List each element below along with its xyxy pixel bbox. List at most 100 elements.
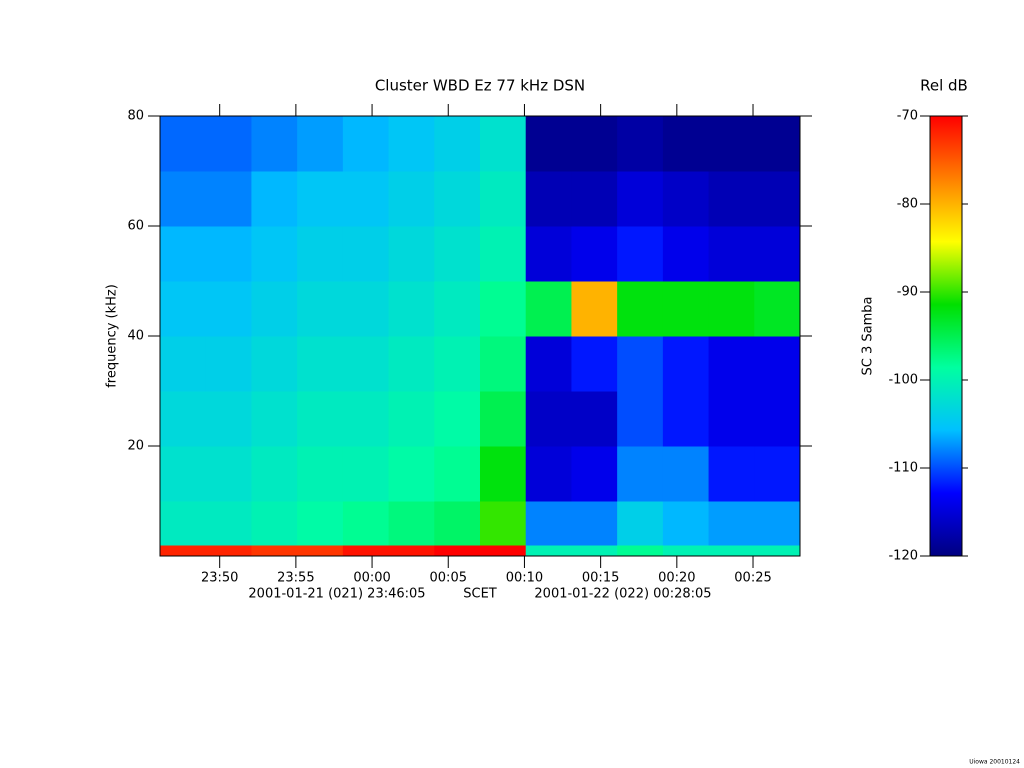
spectrogram-cell: [297, 545, 344, 557]
spectrogram-cell: [160, 336, 207, 392]
x-tick-label: 00:20: [658, 571, 695, 586]
spectrogram-cell: [571, 545, 618, 557]
spectrogram-cell: [388, 501, 435, 546]
spectrogram-cell: [571, 281, 618, 337]
colorbar-tick-label: -80: [897, 197, 918, 212]
x-tick-label: 00:00: [353, 571, 390, 586]
spectrogram-cell: [297, 501, 344, 546]
spectrogram-cell: [525, 281, 572, 337]
spectrogram-cell: [434, 501, 481, 546]
spectrogram-cell: [388, 171, 435, 227]
spectrogram-cell: [708, 281, 755, 337]
spectrogram-cell: [342, 116, 390, 172]
spectrogram-cell: [480, 501, 527, 546]
spectrogram-cell: [754, 391, 801, 447]
spectrogram-cell: [205, 171, 252, 227]
y-tick-label: 60: [127, 219, 144, 234]
spectrogram-cell: [160, 501, 207, 546]
spectrogram-cell: [662, 501, 710, 546]
colorbar-label: SC 3 Samba: [861, 297, 876, 376]
x-tick-label: 23:55: [277, 571, 314, 586]
spectrogram-cell: [205, 336, 252, 392]
spectrogram-cell: [480, 116, 527, 172]
spectrogram-cell: [525, 226, 572, 282]
spectrogram-cell: [251, 171, 298, 227]
spectrogram-cell: [617, 545, 664, 557]
spectrogram-cell: [160, 545, 207, 557]
spectrogram-cell: [388, 545, 435, 557]
spectrogram-cell: [708, 545, 755, 557]
spectrogram-cell: [708, 336, 755, 392]
spectrogram-cell: [205, 391, 252, 447]
spectrogram-cell: [662, 545, 710, 557]
spectrogram-cell: [617, 336, 664, 392]
spectrogram-cell: [708, 446, 755, 502]
y-tick-label: 80: [127, 109, 144, 124]
spectrogram-cell: [662, 171, 710, 227]
spectrogram-cell: [205, 446, 252, 502]
spectrogram-cell: [205, 281, 252, 337]
spectrogram-cell: [342, 171, 390, 227]
spectrogram-cell: [480, 171, 527, 227]
spectrogram-cell: [480, 336, 527, 392]
colorbar-tick-label: -100: [888, 373, 918, 388]
spectrogram-cell: [708, 501, 755, 546]
spectrogram-cell: [297, 446, 344, 502]
colorbar-tick-label: -70: [897, 109, 918, 124]
spectrogram-cell: [754, 116, 801, 172]
spectrogram-cell: [205, 226, 252, 282]
spectrogram-cell: [754, 501, 801, 546]
x-tick-label: 23:50: [201, 571, 238, 586]
x-tick-label: 00:05: [430, 571, 467, 586]
spectrogram-cell: [617, 501, 664, 546]
spectrogram-cell: [754, 281, 801, 337]
spectrogram-cell: [662, 446, 710, 502]
spectrogram-cell: [571, 171, 618, 227]
spectrogram-cell: [251, 116, 298, 172]
spectrogram-cell: [434, 171, 481, 227]
spectrogram-cell: [617, 281, 664, 337]
spectrogram-cell: [480, 281, 527, 337]
end-time: 2001-01-22 (022) 00:28:05: [534, 587, 711, 602]
spectrogram-cell: [571, 501, 618, 546]
spectrogram-cell: [251, 391, 298, 447]
spectrogram-cell: [388, 281, 435, 337]
spectrogram-cell: [662, 391, 710, 447]
spectrogram-cell: [251, 226, 298, 282]
spectrogram-cell: [571, 391, 618, 447]
spectrogram-cell: [708, 171, 755, 227]
spectrogram-cell: [754, 226, 801, 282]
x-axis-label: SCET: [463, 587, 497, 602]
chart-title: Cluster WBD Ez 77 kHz DSN: [375, 77, 585, 95]
spectrogram-cell: [205, 501, 252, 546]
spectrogram-cell: [617, 391, 664, 447]
spectrogram-cell: [708, 116, 755, 172]
spectrogram-cell: [160, 281, 207, 337]
spectrogram-cell: [525, 446, 572, 502]
spectrogram-cell: [434, 545, 481, 557]
spectrogram-cell: [617, 226, 664, 282]
spectrogram-cell: [342, 281, 390, 337]
y-tick-label: 40: [127, 329, 144, 344]
colorbar-tick-label: -120: [888, 549, 918, 564]
spectrogram-cell: [571, 336, 618, 392]
spectrogram-cell: [205, 545, 252, 557]
spectrogram-cell: [662, 336, 710, 392]
spectrogram-cell: [434, 226, 481, 282]
spectrogram-cell: [662, 116, 710, 172]
spectrogram-cell: [480, 226, 527, 282]
spectrogram-cell: [342, 336, 390, 392]
spectrogram-cell: [571, 446, 618, 502]
spectrogram-cell: [160, 171, 207, 227]
spectrogram-cell: [251, 281, 298, 337]
spectrogram-cell: [708, 391, 755, 447]
credit: Uiowa 20010124: [969, 759, 1020, 766]
spectrogram-cell: [251, 446, 298, 502]
spectrogram-cell: [342, 391, 390, 447]
colorbar: [929, 115, 963, 557]
spectrogram-cell: [388, 116, 435, 172]
spectrogram-cell: [434, 446, 481, 502]
spectrogram-cell: [342, 226, 390, 282]
spectrogram-cell: [434, 281, 481, 337]
spectrogram-cell: [617, 446, 664, 502]
